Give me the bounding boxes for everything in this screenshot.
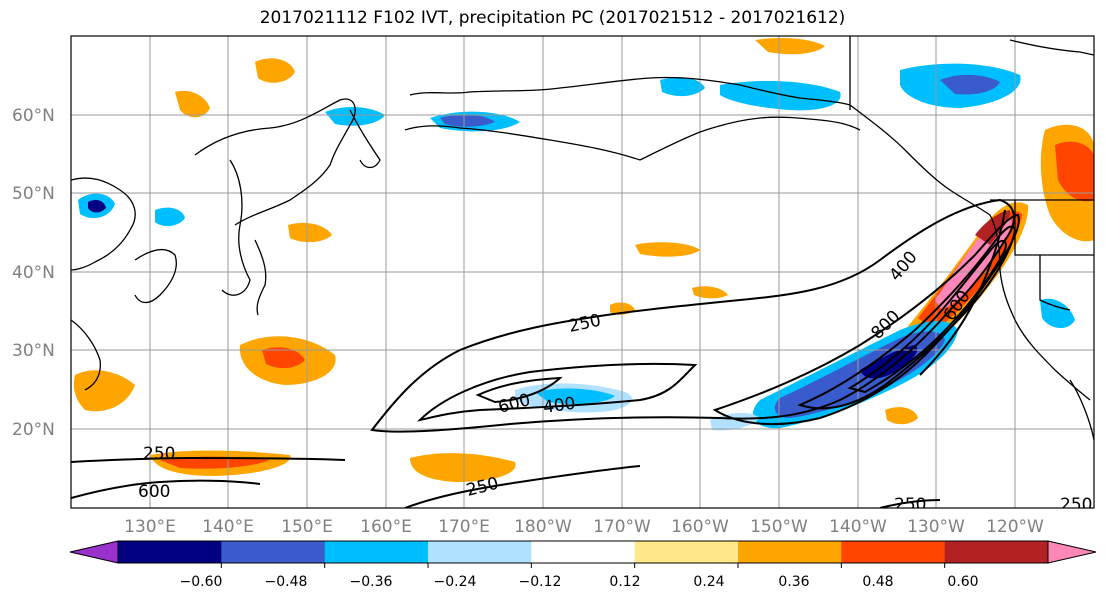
lat-label: 60°N <box>12 106 55 126</box>
colorbar-bin <box>324 541 429 563</box>
colorbar-tick-label: −0.36 <box>350 574 393 590</box>
colorbar-extend-min <box>69 540 119 564</box>
lon-label: 160°E <box>360 517 412 537</box>
lon-label: 130°E <box>124 517 176 537</box>
contour-labels: 250 400 600 800 250 600 400 250 600 250 … <box>138 247 1092 515</box>
lon-label: 180°W <box>514 517 572 537</box>
lon-labels: 130°E 140°E 150°E 160°E 170°E 180°W 170°… <box>124 517 1044 537</box>
ivt-contour-250 <box>370 198 1015 433</box>
colorbar-bin <box>428 541 532 563</box>
lon-label: 140°W <box>829 517 887 537</box>
lat-labels: 60°N 50°N 40°N 30°N 20°N <box>12 106 55 440</box>
colorbar-extend-max <box>1047 540 1097 564</box>
lat-label: 40°N <box>12 263 55 283</box>
contour-label: 250 <box>1060 495 1092 515</box>
colorbar-tick-label: 0.60 <box>947 574 978 590</box>
lon-label: 130°W <box>907 517 965 537</box>
lon-label: 150°E <box>281 517 333 537</box>
map-frame <box>70 35 1095 509</box>
colorbar-bin <box>118 541 222 563</box>
lon-label: 120°W <box>986 517 1044 537</box>
colorbar-tick-label: −0.48 <box>265 574 308 590</box>
colorbar-bin <box>738 541 842 563</box>
lat-label: 20°N <box>12 420 55 440</box>
colorbar-tick-label: −0.24 <box>434 574 477 590</box>
colorbar-bin <box>841 541 946 563</box>
colorbar-tick-label: 0.12 <box>609 574 640 590</box>
lon-label: 170°W <box>593 517 651 537</box>
lat-label: 50°N <box>12 184 55 204</box>
colorbar-bin <box>531 541 636 563</box>
colorbar <box>69 540 1097 568</box>
lon-label: 150°W <box>750 517 808 537</box>
colorbar-tick-label: −0.60 <box>180 574 223 590</box>
colorbar-bin <box>221 541 326 563</box>
contour-label: 250 <box>143 444 175 464</box>
map-title: 2017021112 F102 IVT, precipitation PC (2… <box>259 8 846 28</box>
colorbar-frame <box>117 540 1049 564</box>
colorbar-bin <box>634 541 739 563</box>
ivt-contours <box>71 198 1020 508</box>
map-plot-area: 250 400 600 800 250 600 400 250 600 250 … <box>71 36 1094 515</box>
colorbar-tick-label: −0.12 <box>519 574 562 590</box>
contour-label: 400 <box>542 394 577 418</box>
colorbar-tick-label: 0.48 <box>862 574 893 590</box>
colorbar-tick-label: 0.36 <box>778 574 809 590</box>
lon-label: 140°E <box>202 517 254 537</box>
lat-label: 30°N <box>12 341 55 361</box>
colorbar-tick-label: 0.24 <box>693 574 724 590</box>
lon-label: 160°W <box>671 517 729 537</box>
contour-label: 250 <box>894 495 926 515</box>
contour-label: 600 <box>138 482 170 502</box>
colorbar-bin <box>944 541 1049 563</box>
lon-label: 170°E <box>438 517 490 537</box>
colorbar-labels: −0.60 −0.48 −0.36 −0.24 −0.12 0.12 0.24 … <box>180 574 979 590</box>
